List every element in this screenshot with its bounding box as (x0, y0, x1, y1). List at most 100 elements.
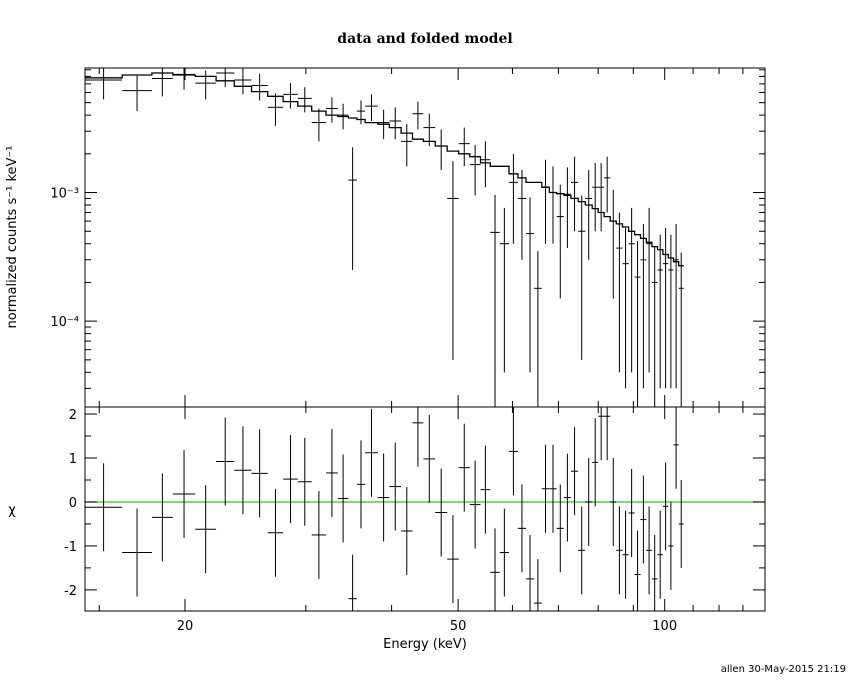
data-point (563, 167, 571, 249)
data-point (480, 141, 491, 188)
residual-point (549, 444, 557, 533)
data-point (283, 83, 298, 109)
model-step-line (85, 72, 684, 267)
residual-point (534, 559, 542, 611)
residual-point (598, 407, 605, 461)
residual-point (526, 534, 535, 611)
residual-point (508, 407, 518, 496)
data-point (389, 107, 402, 140)
data-point (541, 159, 550, 244)
residual-point (377, 453, 390, 542)
data-point (151, 68, 173, 97)
data-point (412, 101, 424, 130)
data-point (668, 234, 674, 389)
residual-point (678, 479, 684, 568)
residual-point (480, 445, 491, 534)
residual-point (234, 426, 252, 515)
axis-ticks (85, 68, 765, 611)
residual-point (673, 407, 679, 489)
residual-point (592, 418, 599, 507)
data-point (216, 68, 235, 88)
residual-point (447, 515, 459, 604)
residual-point (622, 510, 629, 599)
residual-y-tick-label: -1 (64, 540, 77, 555)
residual-point (365, 408, 378, 497)
residual-point (311, 490, 327, 579)
residual-point (356, 440, 366, 529)
data-point (377, 109, 390, 140)
data-point (348, 147, 357, 270)
residual-point (668, 501, 674, 590)
top-y-tick-label: 10⁻⁴ (50, 315, 79, 330)
data-point (311, 108, 327, 142)
residual-point (578, 506, 586, 595)
top-y-tick-label: 10⁻³ (50, 187, 79, 202)
data-point (526, 197, 535, 373)
data-point (622, 228, 629, 389)
data-point (469, 144, 481, 196)
residual-point (541, 444, 550, 533)
residual-point (499, 508, 509, 597)
data-point (234, 68, 252, 95)
residual-point (412, 407, 424, 467)
data-point (251, 73, 268, 101)
data-point (447, 161, 459, 360)
residual-point (297, 437, 312, 526)
data-point (195, 70, 217, 100)
data-point (365, 94, 378, 122)
data-point (337, 103, 349, 130)
data-point (423, 113, 436, 147)
residual-point (517, 484, 527, 573)
residual-panel (85, 407, 765, 611)
residual-point (458, 423, 470, 512)
data-point (549, 166, 557, 244)
data-point (267, 93, 284, 126)
data-point (458, 127, 470, 167)
residual-point (646, 506, 652, 595)
top-panel (85, 68, 684, 407)
residual-point (195, 485, 217, 574)
data-point (122, 75, 152, 112)
data-point (598, 162, 605, 232)
residual-point (172, 450, 196, 539)
top-y-axis-label: normalized counts s⁻¹ keV⁻¹ (5, 146, 20, 329)
data-point (678, 252, 684, 407)
residual-point (662, 462, 669, 551)
data-point (662, 228, 669, 389)
data-point (592, 162, 599, 232)
data-point (556, 184, 564, 299)
residual-point (326, 428, 338, 517)
residual-point (85, 463, 123, 552)
data-point (651, 246, 658, 407)
data-point (326, 97, 338, 123)
residual-point (401, 487, 413, 575)
residual-point (423, 414, 436, 503)
residual-point (640, 475, 647, 564)
chart-title: data and folded model (337, 31, 512, 47)
x-tick-label: 20 (177, 619, 194, 634)
residual-point (490, 528, 500, 611)
residual-plot-frame (84, 406, 766, 612)
residual-point (657, 510, 663, 599)
residual-point (585, 458, 593, 546)
residual-point (389, 442, 402, 531)
residual-point (122, 508, 152, 597)
data-point (297, 87, 312, 113)
x-tick-label: 50 (450, 619, 467, 634)
residual-point (563, 453, 571, 542)
residual-y-axis-label: χ (8, 503, 16, 518)
data-point (646, 207, 652, 373)
residual-y-tick-label: -2 (64, 584, 77, 599)
data-point (585, 169, 593, 260)
data-point (499, 207, 509, 373)
residual-point (216, 417, 235, 506)
data-point (628, 207, 635, 373)
data-point (172, 68, 196, 90)
residual-point (604, 407, 611, 461)
data-point (85, 68, 123, 100)
data-point (657, 234, 663, 389)
residual-point (651, 534, 658, 611)
data-point (401, 124, 413, 167)
residual-y-tick-label: 0 (69, 496, 77, 511)
x-tick-label: 100 (652, 619, 677, 634)
